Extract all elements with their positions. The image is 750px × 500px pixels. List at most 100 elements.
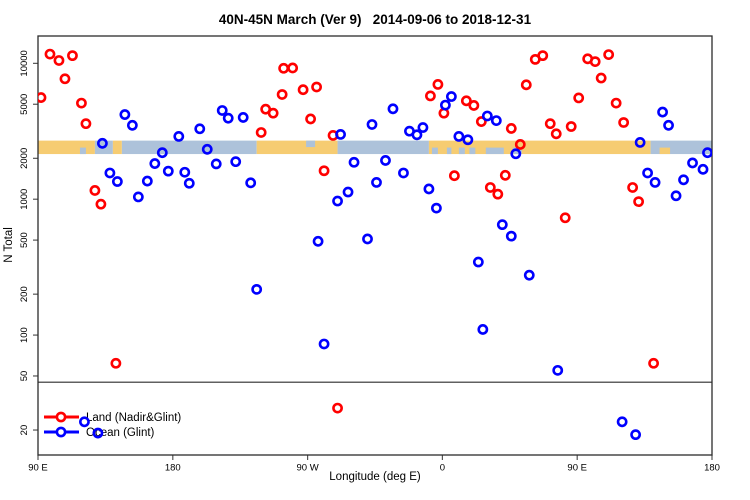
data-point-land: [492, 188, 504, 200]
data-point-ocean: [616, 416, 628, 428]
data-point-ocean: [342, 186, 354, 198]
band-chip-land: [659, 147, 671, 155]
data-point-ocean: [462, 134, 474, 146]
data-point-land: [76, 97, 87, 109]
data-point-land: [95, 198, 107, 210]
data-point-ocean: [162, 165, 174, 177]
band-chip-ocean: [306, 140, 316, 148]
data-point-ocean: [649, 176, 661, 188]
legend-ocean-label: Ocean (Glint): [86, 427, 155, 439]
data-point-ocean: [348, 156, 360, 168]
data-point-ocean: [453, 130, 465, 142]
data-point-land: [278, 62, 290, 74]
band-chip-ocean: [469, 147, 476, 155]
data-point-ocean: [230, 156, 242, 168]
band-segment-land: [38, 140, 95, 155]
data-point-land: [276, 89, 288, 100]
data-point-land: [267, 107, 279, 119]
data-point-ocean: [505, 230, 517, 242]
data-point-land: [589, 56, 601, 68]
data-point-ocean: [490, 115, 502, 127]
data-point-land: [53, 55, 65, 66]
y-tick-label: 500: [19, 232, 30, 248]
data-point-ocean: [496, 219, 508, 231]
data-point-land: [484, 182, 496, 193]
data-point-land: [648, 357, 659, 369]
band-chip-ocean: [485, 147, 504, 155]
legend-land-marker: [55, 411, 67, 423]
data-point-land: [627, 182, 639, 193]
legend-ocean-marker: [55, 426, 67, 438]
data-point-land: [460, 95, 472, 107]
data-point-ocean: [445, 91, 457, 102]
data-point-ocean: [630, 429, 642, 441]
data-point-land: [610, 97, 622, 109]
data-point-ocean: [332, 195, 343, 207]
data-point-land: [550, 128, 562, 140]
data-point-ocean: [678, 174, 689, 186]
data-point-ocean: [423, 183, 435, 195]
data-point-ocean: [126, 119, 138, 131]
data-point-land: [475, 116, 487, 127]
x-tick-label: 180: [704, 463, 720, 474]
data-point-land: [318, 165, 330, 177]
data-point-land: [80, 118, 92, 130]
data-point-ocean: [222, 112, 234, 124]
y-tick-label: 1000: [19, 189, 30, 210]
data-point-land: [38, 92, 47, 103]
data-point-ocean: [663, 119, 674, 131]
data-point-ocean: [362, 233, 373, 245]
data-point-ocean: [472, 256, 484, 268]
data-point-ocean: [132, 191, 144, 203]
x-axis-title: Longitude (deg E): [329, 471, 421, 483]
data-point-land: [432, 79, 444, 90]
band-segment-ocean: [337, 140, 429, 155]
data-point-land: [505, 123, 517, 134]
data-point-land: [603, 49, 615, 61]
y-tick-label: 100: [19, 327, 30, 343]
data-point-land: [520, 79, 532, 91]
data-point-ocean: [477, 324, 489, 335]
data-point-land: [514, 139, 526, 150]
data-point-land: [89, 185, 101, 196]
data-point-ocean: [702, 147, 712, 159]
data-point-land: [565, 121, 577, 132]
y-tick-label: 20: [19, 425, 30, 436]
data-point-ocean: [210, 158, 222, 170]
band-segment-land: [256, 140, 338, 155]
data-point-land: [332, 402, 343, 414]
data-point-land: [67, 50, 78, 62]
data-point-land: [468, 100, 480, 111]
data-point-land: [544, 118, 556, 130]
x-tick-label: 90 E: [567, 463, 587, 474]
x-axis-ticks: 90 E 180 90 W 0 90 E 180: [28, 455, 720, 474]
data-point-ocean: [371, 176, 382, 188]
data-point-ocean: [366, 119, 378, 130]
data-point-land: [297, 84, 309, 96]
legend: Land (Nadir&Glint) Ocean (Glint): [44, 411, 181, 439]
data-point-ocean: [670, 190, 682, 202]
data-point-ocean: [183, 177, 195, 189]
data-point-land: [633, 196, 645, 208]
y-axis-ticks: 20 50 100 200 500 1000 2000 5000 10000: [19, 50, 38, 435]
data-point-ocean: [335, 128, 346, 140]
x-tick-label: 0: [440, 463, 445, 474]
data-point-land: [595, 72, 607, 84]
data-point-ocean: [104, 167, 116, 179]
band-chip-ocean: [446, 147, 452, 155]
data-point-land: [425, 90, 436, 102]
data-point-ocean: [173, 130, 185, 142]
data-point-land: [618, 117, 630, 128]
data-point-ocean: [439, 99, 451, 111]
data-point-ocean: [697, 163, 709, 175]
data-point-ocean: [237, 112, 249, 123]
data-point-ocean: [387, 103, 399, 115]
band-chip-ocean: [79, 147, 86, 155]
data-point-land: [448, 170, 460, 182]
data-point-ocean: [318, 338, 330, 350]
y-tick-label: 200: [19, 286, 30, 302]
data-point-ocean: [657, 106, 668, 118]
data-point-ocean: [687, 157, 698, 169]
